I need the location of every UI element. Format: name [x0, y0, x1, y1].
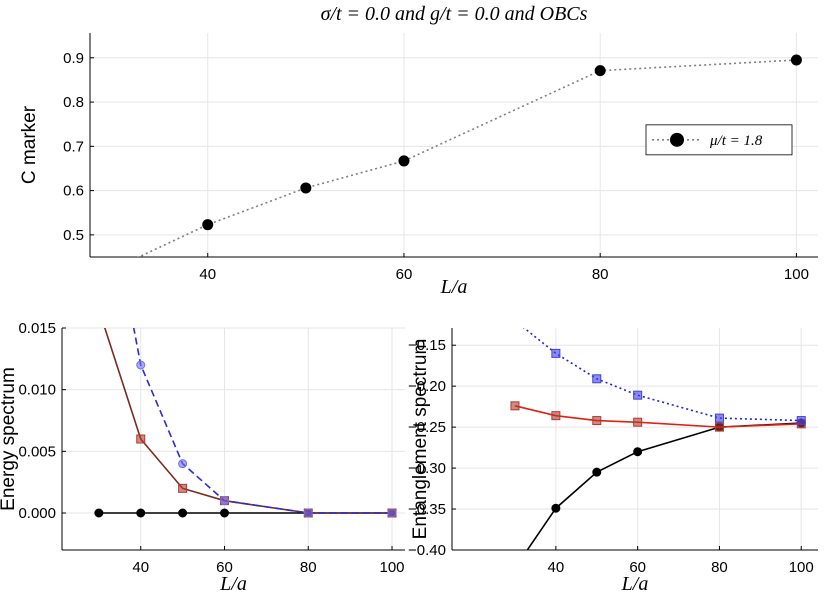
- x-tick-label: 40: [548, 559, 565, 576]
- series-line: [103, 328, 393, 514]
- marker: [300, 182, 312, 194]
- series-line: [514, 405, 802, 428]
- marker: [592, 467, 602, 477]
- marker: [219, 496, 229, 506]
- y-tick-label: −0.40: [408, 542, 446, 559]
- marker: [592, 374, 602, 384]
- x-tick-label: 80: [592, 266, 609, 283]
- marker: [551, 503, 561, 513]
- x-tick-label: 100: [784, 266, 809, 283]
- marker: [178, 459, 188, 469]
- marker: [714, 413, 724, 423]
- legend-label: μ/t = 1.8: [709, 133, 763, 149]
- marker: [219, 508, 229, 518]
- x-tick-label: 40: [199, 266, 216, 283]
- y-axis-label: Energy spectrum: [0, 367, 19, 511]
- y-axis-label: Entanglement spectrum: [410, 339, 431, 540]
- marker: [95, 306, 103, 314]
- y-tick-label: 0.005: [18, 443, 56, 460]
- marker: [387, 508, 397, 518]
- x-axis-label: L/a: [440, 276, 468, 298]
- y-tick-label: 0.5: [63, 227, 84, 244]
- marker: [633, 447, 643, 457]
- marker: [95, 139, 103, 147]
- series-line: [132, 328, 393, 514]
- x-tick-label: 100: [789, 559, 814, 576]
- marker: [178, 508, 188, 518]
- marker: [398, 155, 410, 167]
- marker: [511, 564, 519, 572]
- marker: [136, 360, 146, 370]
- marker: [136, 434, 146, 444]
- marker: [790, 54, 802, 66]
- x-tick-label: 60: [629, 559, 646, 576]
- chart-title: σ/t = 0.0 and g/t = 0.0 and OBCs: [321, 3, 588, 25]
- marker: [551, 348, 561, 358]
- y-tick-label: 0.9: [63, 50, 84, 67]
- y-tick-label: 0.6: [63, 183, 84, 200]
- marker: [105, 266, 115, 276]
- x-tick-label: 60: [396, 266, 413, 283]
- x-axis-label: L/a: [219, 573, 247, 595]
- marker: [136, 508, 146, 518]
- marker: [510, 401, 520, 411]
- series-line: [522, 328, 802, 422]
- y-axis-label: C marker: [19, 105, 40, 184]
- y-tick-label: 0.000: [18, 505, 56, 522]
- marker: [303, 508, 313, 518]
- series-group: [510, 317, 806, 572]
- x-tick-label: 100: [380, 559, 405, 576]
- series-line: [526, 422, 802, 550]
- x-tick-label: 40: [132, 559, 149, 576]
- marker: [633, 390, 643, 400]
- y-tick-label: 0.7: [63, 138, 84, 155]
- x-tick-label: 80: [711, 559, 728, 576]
- series-group: [105, 54, 802, 276]
- marker: [178, 483, 188, 493]
- x-axis-label: L/a: [621, 573, 649, 595]
- plot-area: 40 60 80 100 0.5 0.6 0.7 0.8 0.9: [63, 33, 818, 283]
- plot-area: 40 60 80 100 −0.40 −0.35 −0.30 −0.25 −0.20 −0.15: [408, 317, 818, 576]
- y-tick-label: 0.010: [18, 382, 56, 399]
- marker: [202, 219, 214, 231]
- series-line: [136, 59, 797, 257]
- x-tick-label: 80: [300, 559, 317, 576]
- marker: [714, 422, 724, 432]
- x-tick-label: 60: [216, 559, 233, 576]
- marker: [511, 317, 519, 325]
- series-group: [94, 139, 397, 518]
- marker: [633, 417, 643, 427]
- plot-area: 40 60 80 100 0.000 0.005 0.010 0.015: [18, 139, 405, 576]
- y-tick-label: −0.15: [408, 337, 446, 354]
- marker: [796, 416, 806, 426]
- marker: [592, 416, 602, 426]
- y-tick-label: 0.8: [63, 94, 84, 111]
- y-tick-label: 0.015: [18, 320, 56, 337]
- marker: [551, 411, 561, 421]
- legend: μ/t = 1.8: [645, 124, 793, 156]
- y-tick-label: −0.35: [408, 501, 446, 518]
- y-tick-label: −0.30: [408, 460, 446, 477]
- marker: [94, 508, 104, 518]
- legend-marker: [670, 132, 684, 147]
- marker: [594, 65, 606, 77]
- y-tick-label: −0.25: [408, 419, 446, 436]
- y-tick-label: −0.20: [408, 378, 446, 395]
